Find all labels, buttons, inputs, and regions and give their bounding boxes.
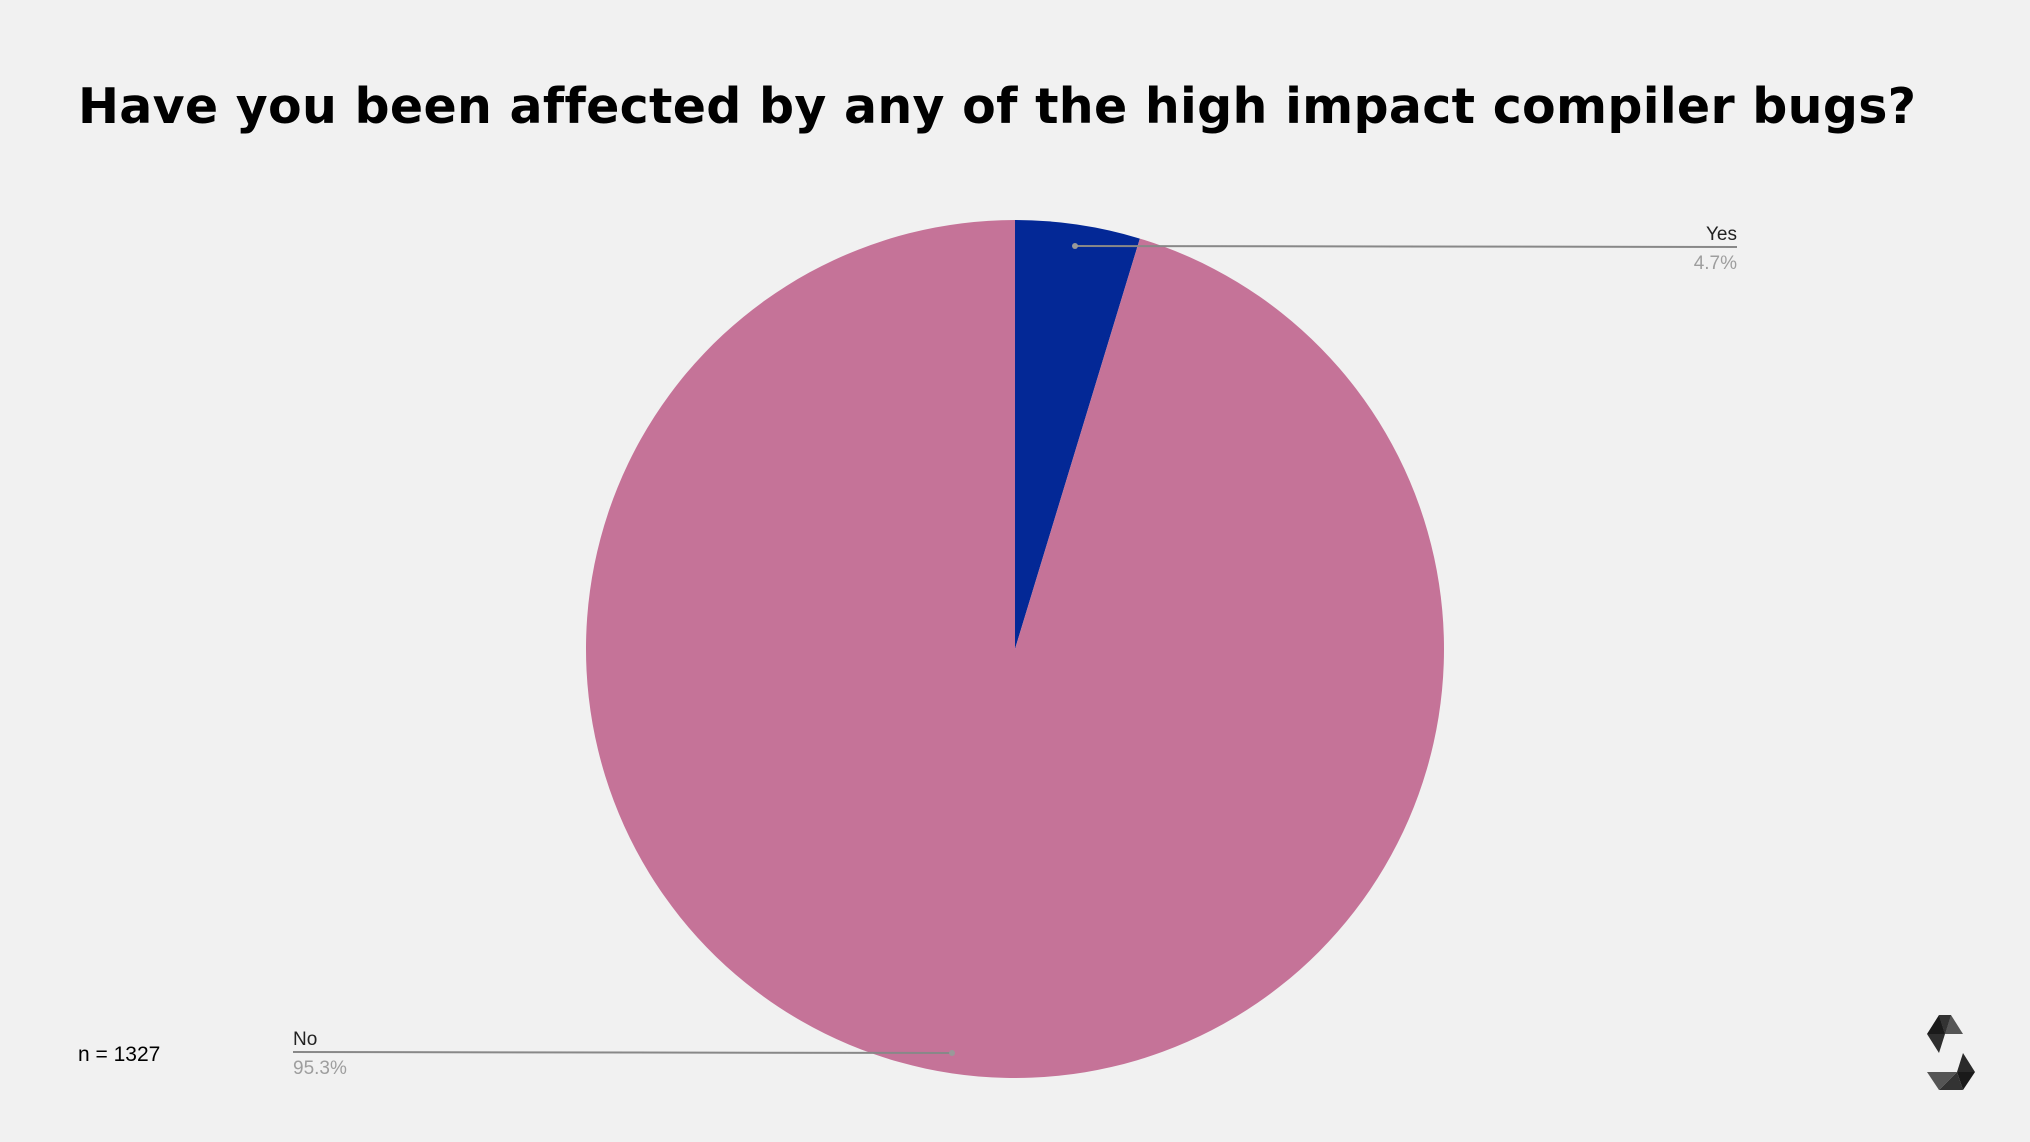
leader-line-no: [292, 1051, 953, 1054]
pie-slice-yes: [1015, 220, 1140, 649]
sample-size-label: n = 1327: [78, 1043, 161, 1066]
solidity-logo-icon: [1927, 1015, 1975, 1090]
slice-name-yes: Yes: [1706, 224, 1737, 245]
slice-label-no: No 95.3%: [292, 1029, 955, 1079]
pie-slice-no: [586, 220, 1445, 1078]
pie-slices: [586, 220, 1445, 1078]
slice-label-yes: Yes 4.7%: [1072, 224, 1737, 274]
slice-percent-no: 95.3%: [293, 1058, 347, 1079]
slice-percent-yes: 4.7%: [1694, 253, 1737, 274]
slice-name-no: No: [293, 1029, 317, 1050]
leader-line-yes: [1074, 245, 1738, 248]
leader-dot-no: [949, 1050, 955, 1056]
leader-dot-yes: [1072, 243, 1078, 249]
chart-title: Have you been affected by any of the hig…: [78, 78, 1917, 135]
